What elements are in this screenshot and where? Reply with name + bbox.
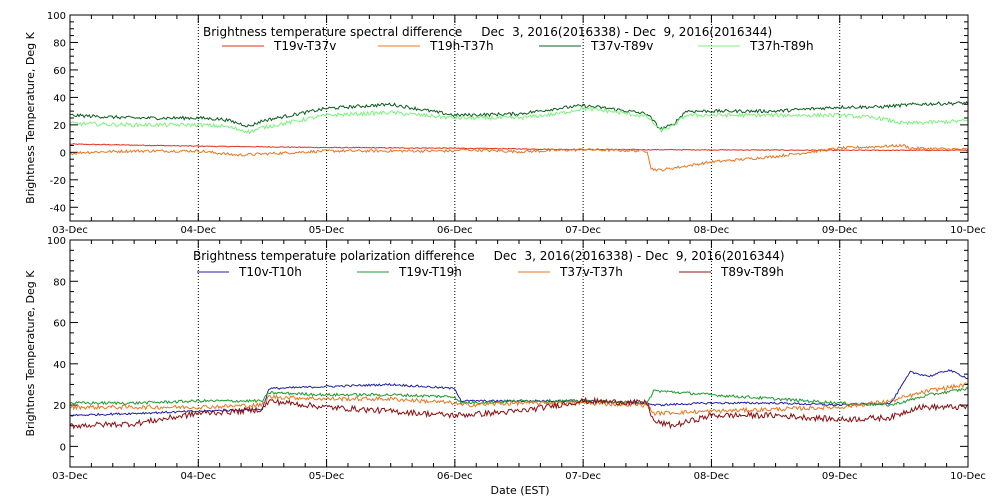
y-tick-label: 100 [47,11,66,22]
x-tick-label: 05-Dec [309,471,345,482]
y-tick-label: -20 [50,176,66,187]
y-tick-label: 40 [53,360,66,371]
x-tick-label: 06-Dec [437,225,473,236]
plot-frame [69,239,969,468]
legend-label: T37v-T89v [590,39,653,53]
legend-label: T37v-T37h [559,265,623,279]
y-tick-label: 20 [53,401,66,412]
series-line-t37v-t37h [70,382,968,417]
x-tick-label: 03-Dec [52,471,88,482]
series-line-t19h-t37h [70,143,968,172]
y-tick-label: -40 [50,203,66,214]
x-tick-label: 10-Dec [950,225,986,236]
x-tick-label: 10-Dec [950,471,986,482]
x-tick-label: 09-Dec [822,471,858,482]
x-tick-label: 05-Dec [309,225,345,236]
panel-title: Brightness temperature polarization diff… [193,249,785,263]
x-tick-label: 04-Dec [180,471,216,482]
y-tick-label: 60 [53,319,66,330]
series-line-t37h-t89h [70,106,968,135]
y-tick-label: 80 [53,277,66,288]
polarization-difference-panel: 03-Dec 04-Dec 05-Dec 06-Dec 07-Dec 08-Dec 09-D… [24,236,986,482]
legend-label: T19v-T37v [273,39,336,53]
plot-frame [69,14,969,222]
y-tick-label: 40 [53,93,66,104]
series-line-t89v-t89h [70,396,968,430]
y-tick-label: 80 [53,38,66,49]
legend-label: T19v-T19h [398,265,462,279]
y-tick-label: 100 [47,236,66,247]
x-tick-label: 07-Dec [565,225,601,236]
y-tick-label: 60 [53,66,66,77]
y-axis-title: Brightness Temperature, Deg K [24,31,37,203]
spectral-difference-panel: 03-Dec 04-Dec 05-Dec 06-Dec 07-Dec 08-Dec 09-D… [24,11,986,236]
series-line-t37v-t89v [70,100,968,131]
y-tick-label: 20 [53,121,66,132]
x-tick-label: 09-Dec [822,225,858,236]
y-axis-title: Brightnes Temperature, Deg K [24,270,37,437]
y-tick-label: 0 [60,442,66,453]
x-tick-label: 07-Dec [565,471,601,482]
x-tick-label: 06-Dec [437,471,473,482]
legend-label: T89v-T89h [720,265,784,279]
x-tick-label: 03-Dec [52,225,88,236]
x-axis-title: Date (EST) [490,484,549,497]
legend-label: T19h-T37h [429,39,494,53]
legend-label: T10v-T10h [238,265,302,279]
x-tick-label: 04-Dec [180,225,216,236]
x-tick-label: 08-Dec [694,471,730,482]
panel-title: Brightness temperature spectral differen… [203,25,772,39]
legend-label: T37h-T89h [749,39,814,53]
x-tick-label: 08-Dec [694,225,730,236]
y-tick-label: 0 [60,148,66,159]
